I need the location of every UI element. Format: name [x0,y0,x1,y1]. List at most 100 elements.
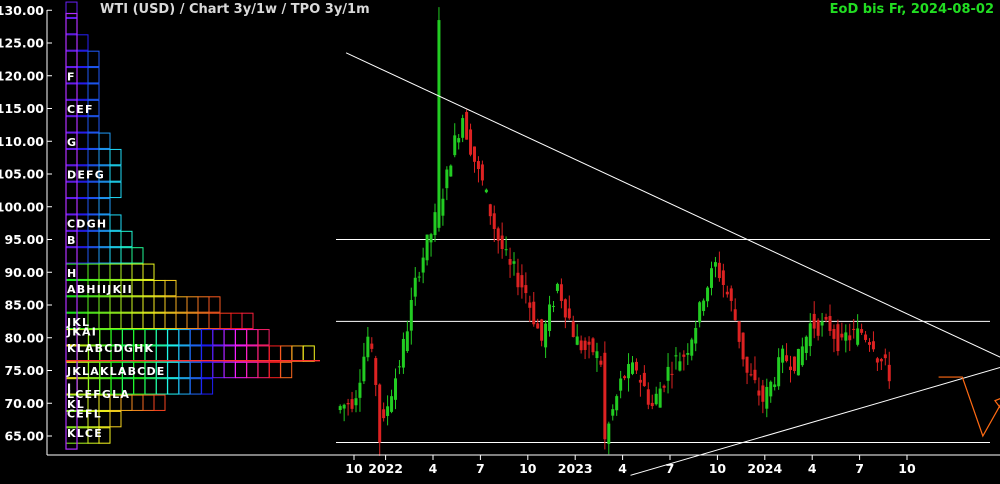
tpo-cell [88,264,99,279]
tpo-cell [143,264,154,279]
candle-body [351,399,354,409]
tpo-cell [99,133,110,148]
tpo-cell [99,149,110,164]
tpo-cell [88,84,99,99]
tpo-cell [143,395,154,410]
candle-body [781,349,784,363]
x-tick-label: 2022 [368,461,403,476]
candle-body [560,284,563,301]
tpo-cell [88,68,99,83]
candle-body [659,389,662,408]
tpo-cell [187,313,198,328]
candle-body [686,353,689,355]
tpo-cell [66,51,77,66]
tpo-cell [198,297,209,312]
candle-body [773,384,776,387]
tpo-cell [209,297,220,312]
tpo-cell [77,248,88,263]
x-tick-label: 10 [709,461,727,476]
tpo-cell [213,330,224,345]
tpo-cell [242,313,253,328]
tpo-cell [88,51,99,66]
tpo-letter-row: CDGH [67,218,107,231]
candle-body [339,406,342,410]
tpo-cell [202,379,213,394]
candle-body [884,354,887,358]
tpo-cell [213,346,224,361]
tpo-cell [154,395,165,410]
tpo-letter-row: CEF [67,103,94,116]
candle-body [647,389,650,404]
candle-body [505,249,508,250]
tpo-cell [99,231,110,246]
tpo-cell [154,313,165,328]
tpo-cell [154,297,165,312]
candle-body [501,236,504,249]
tpo-cell [209,313,220,328]
candle-body [453,135,456,155]
tpo-cell [168,362,179,377]
trendline-resistance [346,53,1000,384]
tpo-cell [145,379,156,394]
tpo-cell [77,35,88,50]
x-tick-label: 10 [519,461,537,476]
y-tick-label: 120.00 [0,68,44,83]
tpo-cell [99,248,110,263]
tpo-cell [132,280,143,295]
candle-body [406,331,409,351]
candle-body [785,355,788,361]
date-label: EoD bis Fr, 2024-08-02 [830,2,994,17]
tpo-cell [110,297,121,312]
tpo-cell [66,2,77,17]
candle-body [663,386,666,388]
tpo-cell [281,362,292,377]
candle-body [777,357,780,386]
candle-body [449,166,452,177]
tpo-cell [168,330,179,345]
x-tick-label: 7 [666,461,675,476]
tpo-cell [269,346,280,361]
candle-body [540,319,543,340]
candle-body [876,358,879,362]
candle-body [757,391,760,396]
tpo-cell [121,231,132,246]
candle-body [840,334,843,338]
candle-body [465,112,468,140]
tpo-cell [187,297,198,312]
tpo-cell [224,346,235,361]
tpo-cell [77,133,88,148]
tpo-cell [165,280,176,295]
candle-body [860,329,863,333]
tpo-cell [179,362,190,377]
tpo-cell [66,84,77,99]
horizontal-levels [336,240,990,443]
tpo-letter-row: KLABCDGHK [67,342,154,355]
candle-body [738,321,741,342]
tpo-cell [132,297,143,312]
candle-body [422,258,425,273]
candle-body [809,323,812,346]
y-tick-label: 65.00 [4,429,44,444]
tpo-cell [99,297,110,312]
tpo-cell [156,330,167,345]
candle-body [710,268,713,288]
tpo-cell [143,297,154,312]
tpo-cell [176,297,187,312]
candle-body [398,366,401,367]
tpo-cell [143,280,154,295]
tpo-cell [176,313,187,328]
candle-body [382,409,385,418]
x-tick-label: 4 [808,461,817,476]
tpo-cell [66,182,77,197]
tpo-cell [179,346,190,361]
tpo-cell [156,346,167,361]
x-tick-label: 10 [345,461,363,476]
tpo-cell [190,330,201,345]
y-tick-label: 95.00 [4,232,44,247]
candle-body [481,164,484,180]
candle-body [769,382,772,397]
candle-body [726,292,729,295]
candle-body [801,346,804,365]
x-tick-label: 7 [855,461,864,476]
